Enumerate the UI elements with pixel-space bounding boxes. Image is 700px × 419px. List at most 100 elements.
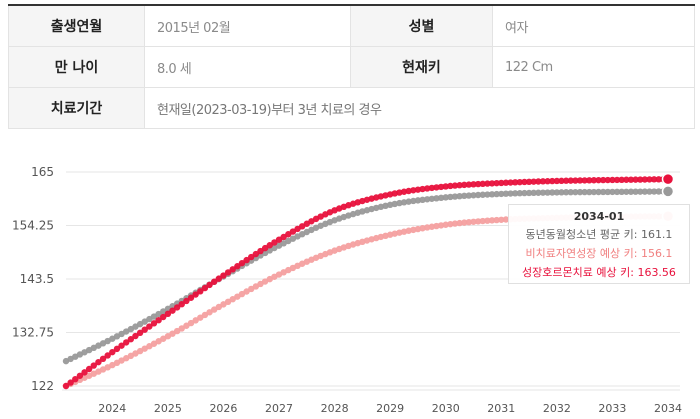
series-point <box>567 177 574 184</box>
series-point <box>465 181 473 188</box>
series-point <box>197 314 204 321</box>
series-point <box>604 176 611 184</box>
series-point <box>650 176 658 183</box>
series-point <box>456 219 463 227</box>
series-point <box>572 188 579 196</box>
series-point <box>507 190 514 197</box>
series-point <box>95 358 102 366</box>
series-point <box>562 189 570 196</box>
series-point <box>637 188 644 195</box>
series-point <box>442 194 449 201</box>
series-point <box>169 307 176 314</box>
series-point <box>442 183 449 190</box>
series-point <box>599 188 607 196</box>
series-point <box>609 188 616 196</box>
series-point <box>516 178 524 186</box>
series-point <box>67 379 74 386</box>
series-point <box>604 188 611 196</box>
series-point <box>187 319 195 327</box>
series-point <box>498 216 505 223</box>
series-point <box>493 179 500 187</box>
series-point <box>173 304 181 311</box>
series-point <box>280 233 287 241</box>
series-point <box>266 242 273 249</box>
x-tick-label: 2029 <box>376 402 404 415</box>
series-point <box>62 382 70 390</box>
series-point <box>576 177 584 184</box>
series-point <box>609 176 616 184</box>
series-point <box>257 247 264 255</box>
series-point <box>132 332 139 340</box>
series-point <box>581 188 588 196</box>
series-point <box>525 189 533 197</box>
series-point <box>549 189 556 196</box>
series-point <box>428 184 436 192</box>
series-point <box>627 176 635 183</box>
series-point <box>76 372 84 379</box>
series-point <box>465 218 473 226</box>
series-point <box>150 320 158 327</box>
birth-value: 2015년 02월 <box>144 4 351 47</box>
series-point <box>248 253 255 261</box>
series-point <box>479 180 486 188</box>
series-point <box>437 194 445 202</box>
series-point <box>484 180 491 187</box>
series-point <box>474 191 482 199</box>
series-point <box>539 178 547 185</box>
series-point <box>641 176 649 183</box>
series-point <box>470 218 477 225</box>
series-point <box>201 311 209 319</box>
series-point <box>595 188 602 196</box>
series-point <box>447 182 454 190</box>
series-point <box>123 339 130 346</box>
series-point <box>275 236 283 243</box>
series-point <box>433 184 440 191</box>
series-point <box>90 362 97 369</box>
series-point <box>178 301 185 308</box>
series-point <box>164 310 172 318</box>
series-point <box>521 189 528 197</box>
gender-label: 성별 <box>350 4 493 47</box>
x-tick-label: 2024 <box>98 402 126 415</box>
series-point <box>623 176 630 183</box>
series-point <box>484 217 491 224</box>
series-point <box>224 269 232 276</box>
height-value: 122 Cm <box>492 46 695 88</box>
x-tick-label: 2025 <box>154 402 182 415</box>
series-point <box>146 323 153 330</box>
series-point <box>155 317 162 324</box>
series-point <box>252 250 260 258</box>
tooltip-average: 동년동월청소년 평균 키: 161.1 <box>525 228 673 241</box>
series-point <box>118 342 125 349</box>
series-point <box>479 191 486 198</box>
series-point <box>530 189 537 197</box>
series-point <box>558 177 565 185</box>
series-point <box>650 188 658 195</box>
y-tick-label: 143.5 <box>20 272 54 286</box>
y-tick-label: 132.75 <box>12 326 54 340</box>
series-point <box>428 195 436 202</box>
series-point <box>498 190 505 198</box>
series-point <box>646 188 653 195</box>
series-point <box>414 197 422 204</box>
series-point <box>498 179 505 187</box>
series-point <box>210 278 218 285</box>
series-point <box>632 176 639 183</box>
series-point <box>437 183 445 191</box>
series-point <box>183 322 190 329</box>
period-label: 치료기간 <box>8 87 145 129</box>
series-point <box>618 176 625 184</box>
tooltip-title: 2034-01 <box>573 210 625 223</box>
series-point <box>465 192 473 199</box>
series-point <box>197 288 204 295</box>
series-point <box>544 178 551 185</box>
series-point <box>160 313 167 321</box>
series-point <box>493 216 500 224</box>
series-point <box>206 281 213 289</box>
series-point <box>141 326 148 333</box>
patient-info-table: 출생연월 2015년 02월 성별 여자 만 나이 8.0 세 현재키 122 … <box>8 4 695 129</box>
series-point <box>72 376 79 383</box>
series-point <box>456 182 463 189</box>
x-tick-label: 2034 <box>654 402 682 415</box>
series-point <box>289 228 297 235</box>
